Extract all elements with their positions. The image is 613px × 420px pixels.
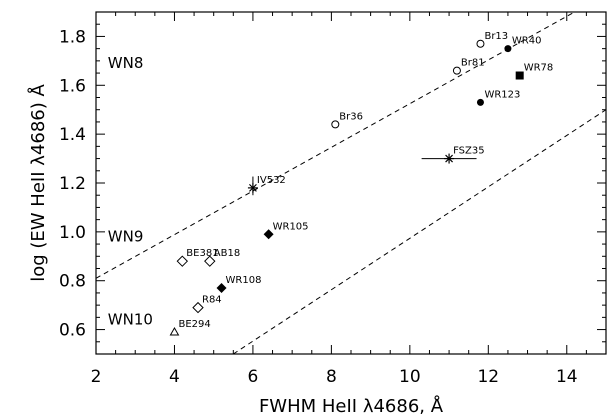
marker-open-diamond bbox=[192, 301, 204, 314]
marker-filled-square bbox=[515, 71, 524, 80]
point-br36: Br36 bbox=[331, 111, 363, 129]
point-wr105: WR105 bbox=[263, 221, 309, 240]
dashed-lines bbox=[95, 11, 607, 355]
region-label: WN10 bbox=[108, 311, 153, 329]
point-label: WR105 bbox=[273, 221, 309, 232]
x-tick-label: 10 bbox=[399, 367, 421, 387]
point-label: Br36 bbox=[339, 111, 363, 122]
x-tick-label: 12 bbox=[477, 367, 499, 387]
point-label: WR78 bbox=[524, 63, 554, 74]
dashed-boundary-line bbox=[95, 11, 575, 279]
point-label: IV532 bbox=[257, 175, 286, 186]
point-be294: BE294 bbox=[169, 319, 211, 336]
point-wr123: WR123 bbox=[476, 89, 520, 106]
marker-open-circle bbox=[476, 39, 485, 48]
marker-asterisk-d2 bbox=[445, 154, 454, 163]
point-label: FSZ35 bbox=[453, 146, 485, 157]
point-label: WR123 bbox=[484, 89, 520, 100]
marker-filled-circle bbox=[504, 45, 512, 53]
marker-filled-diamond bbox=[216, 283, 227, 294]
point-label: WR40 bbox=[512, 36, 542, 47]
marker-open-triangle bbox=[169, 327, 180, 336]
point-label: AB18 bbox=[214, 248, 240, 259]
point-label: BE381 bbox=[186, 248, 218, 259]
point-fsz35: FSZ35 bbox=[421, 146, 485, 164]
dashed-boundary-line bbox=[233, 109, 607, 355]
marker-asterisk-d2 bbox=[248, 183, 257, 192]
region-label: WN9 bbox=[108, 228, 144, 246]
point-wr108: WR108 bbox=[216, 275, 262, 294]
marker-open-circle bbox=[452, 66, 461, 75]
point-label: R84 bbox=[202, 295, 222, 306]
y-axis-title: log (EW HeII λ4686) Å bbox=[27, 84, 49, 282]
x-tick-label: 4 bbox=[169, 367, 180, 387]
y-tick-label: 1.0 bbox=[59, 223, 86, 243]
point-br13: Br13 bbox=[476, 31, 508, 48]
point-be381: BE381 bbox=[176, 248, 219, 267]
point-br81: Br81 bbox=[452, 58, 485, 75]
marker-open-diamond bbox=[204, 255, 216, 267]
data-points: Br13 WR40 Br81 WR78 WR123 Br36 FSZ35 IV532 WR105… bbox=[169, 31, 554, 336]
axis-ticks: 2 4 6 8 10 12 14 0.6 0.8 1.0 1.2 1.4 1.6 1.8 bbox=[59, 11, 607, 387]
point-label: WR108 bbox=[226, 275, 262, 286]
point-iv532: IV532 bbox=[247, 175, 286, 196]
x-tick-label: 8 bbox=[326, 367, 337, 387]
x-tick-label: 2 bbox=[91, 367, 102, 387]
y-tick-label: 0.6 bbox=[59, 321, 86, 341]
marker-filled-diamond bbox=[263, 229, 274, 240]
y-tick-label: 1.8 bbox=[59, 27, 86, 47]
point-label: Br13 bbox=[484, 31, 508, 42]
x-axis-title: FWHM HeII λ4686, Å bbox=[259, 395, 444, 417]
point-wr40: WR40 bbox=[504, 36, 541, 53]
x-tick-label: 6 bbox=[248, 367, 259, 387]
region-labels: WN8 WN9 WN10 bbox=[108, 54, 153, 329]
point-r84: R84 bbox=[192, 295, 222, 314]
region-label: WN8 bbox=[108, 54, 144, 72]
y-tick-label: 0.8 bbox=[59, 272, 86, 292]
y-tick-label: 1.2 bbox=[59, 174, 86, 194]
marker-filled-circle bbox=[476, 98, 484, 106]
point-ab18: AB18 bbox=[204, 248, 240, 267]
marker-open-circle bbox=[331, 120, 340, 129]
y-tick-label: 1.6 bbox=[59, 76, 86, 96]
point-label: BE294 bbox=[178, 319, 210, 330]
marker-open-diamond bbox=[176, 255, 189, 267]
point-label: Br81 bbox=[461, 58, 485, 69]
point-wr78: WR78 bbox=[515, 63, 554, 80]
y-tick-label: 1.4 bbox=[59, 125, 86, 145]
x-tick-label: 14 bbox=[556, 367, 578, 387]
